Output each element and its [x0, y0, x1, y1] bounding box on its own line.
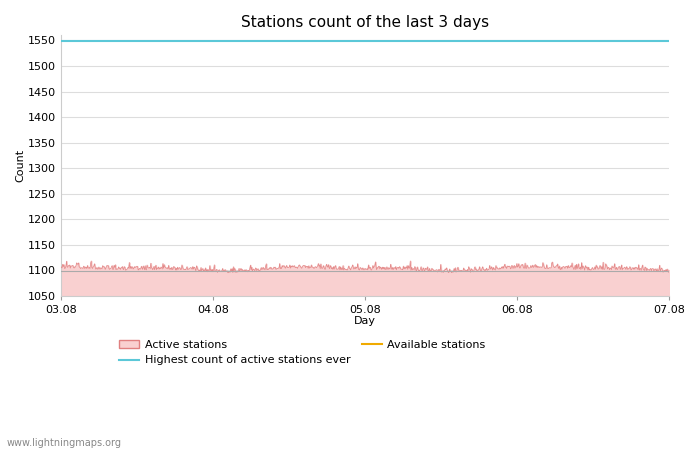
Legend: Active stations, Highest count of active stations ever, Available stations: Active stations, Highest count of active… — [115, 335, 490, 370]
Title: Stations count of the last 3 days: Stations count of the last 3 days — [241, 15, 489, 30]
Y-axis label: Count: Count — [15, 149, 25, 182]
Text: www.lightningmaps.org: www.lightningmaps.org — [7, 438, 122, 448]
X-axis label: Day: Day — [354, 316, 376, 326]
